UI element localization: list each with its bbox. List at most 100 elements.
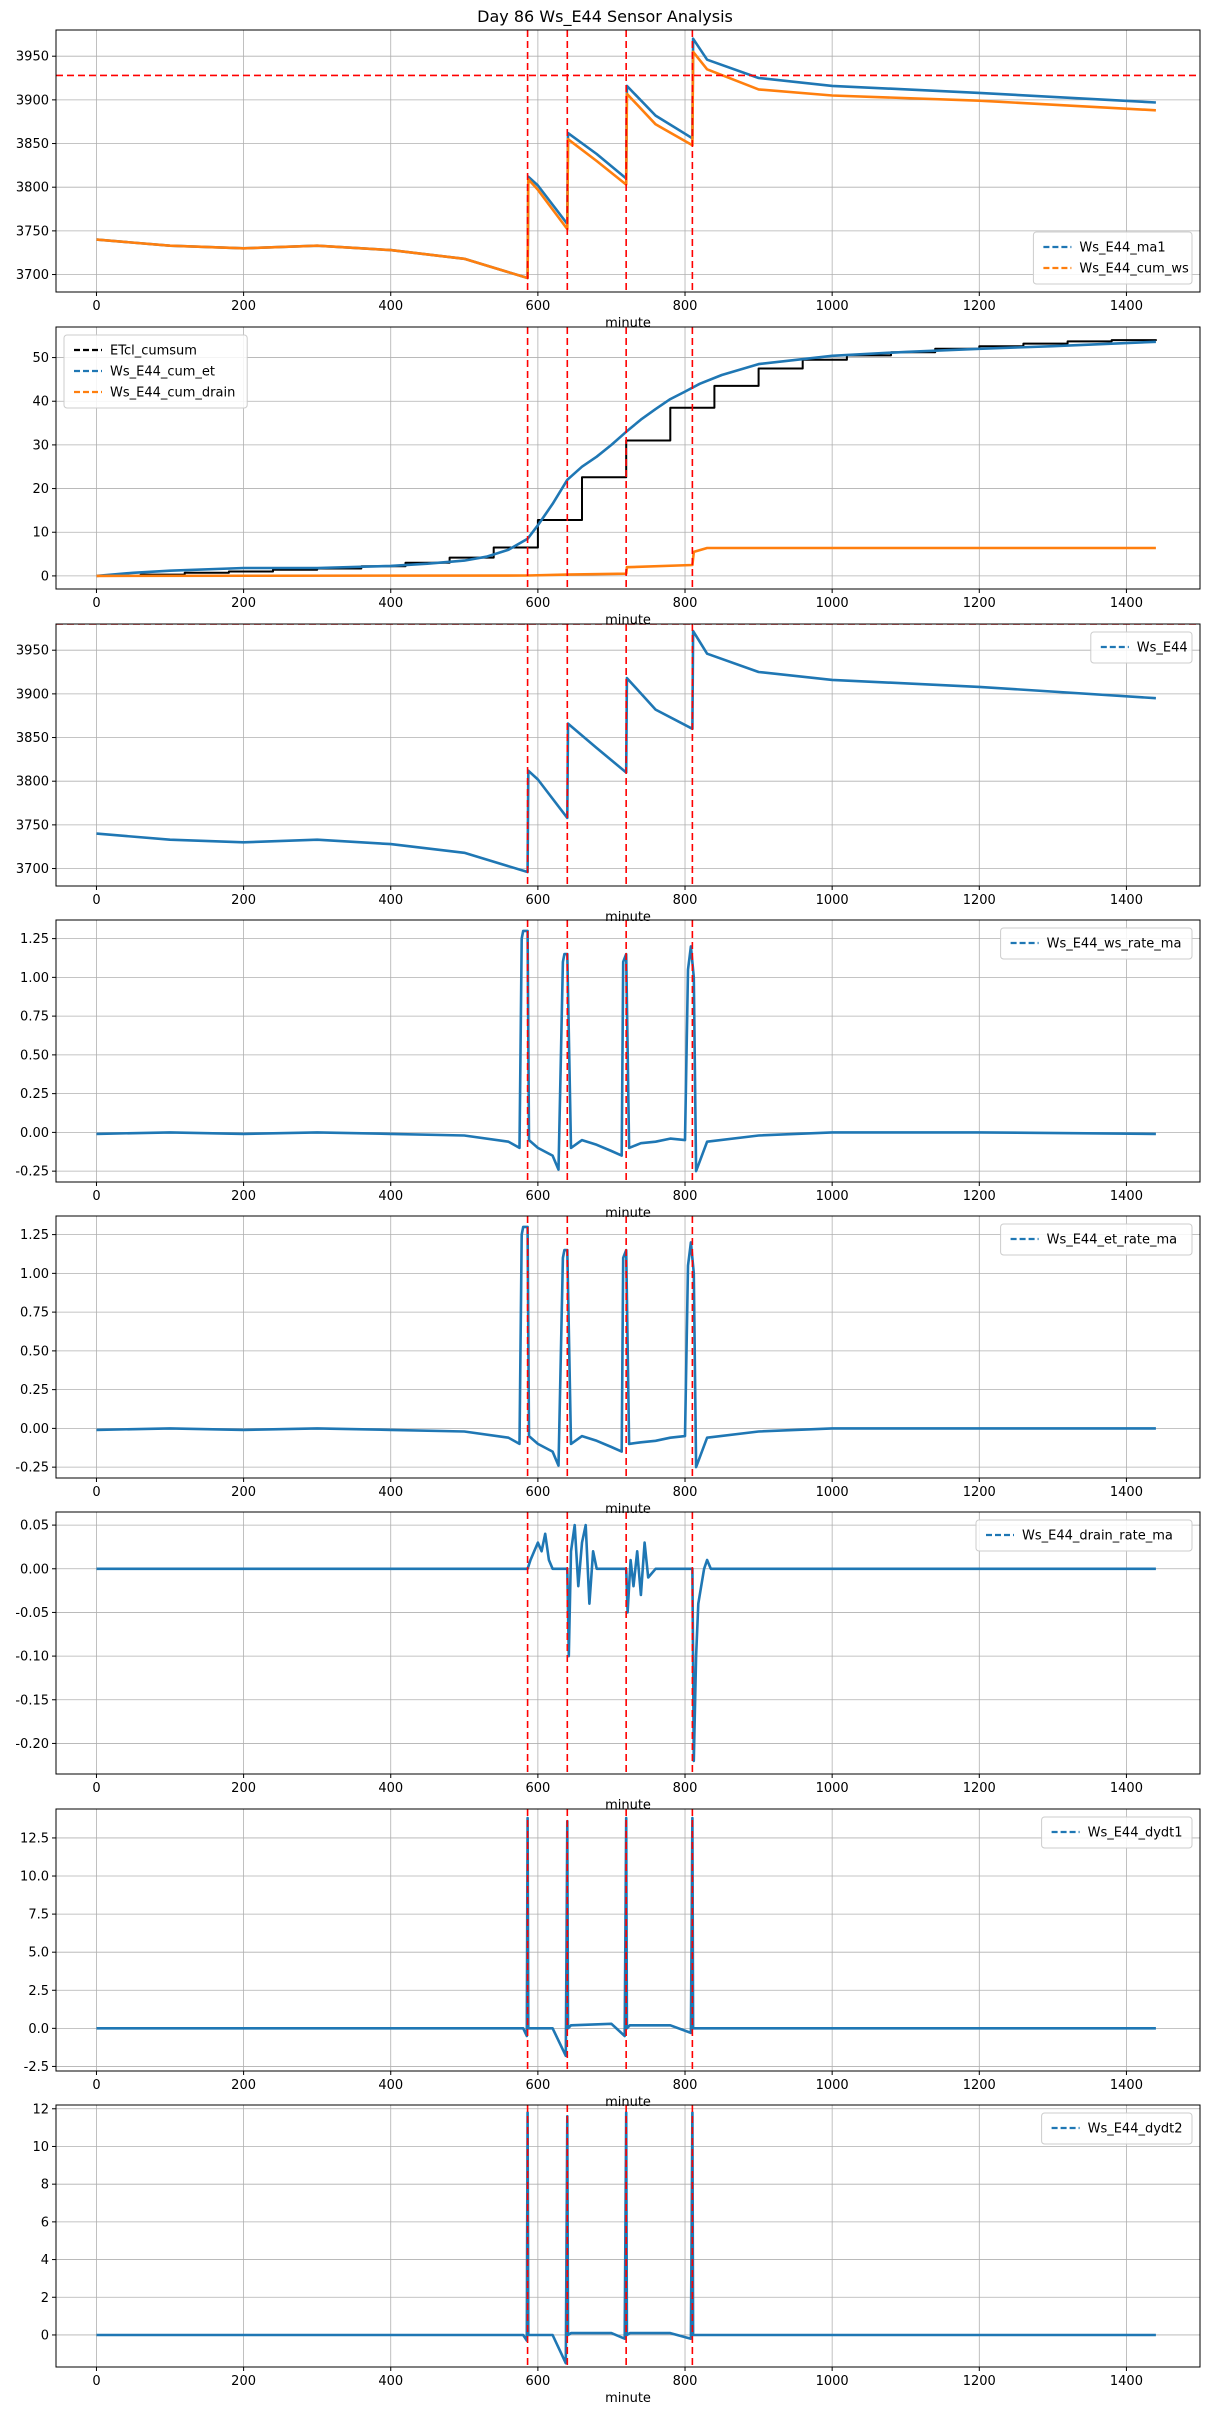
legend-box — [1041, 2112, 1193, 2145]
series-line-Ws_E44 — [96, 629, 1156, 874]
y-tick-label: 0.00 — [20, 1422, 49, 1437]
y-tick-label: 0.25 — [20, 1087, 49, 1102]
y-tick-label: 0.00 — [20, 1126, 49, 1141]
x-tick-label: 600 — [525, 596, 550, 611]
subplot-4: 0 200 400 600 800 1000 1200 1400 -0.25 0.00 0.25 0.… — [15, 919, 1201, 1221]
y-tick-label: 10 — [32, 526, 49, 541]
y-tick-label: 3850 — [16, 731, 49, 746]
x-tick-label: 200 — [231, 1485, 256, 1500]
x-tick-label: 1000 — [816, 1781, 849, 1796]
x-tick-label: 0 — [92, 1781, 100, 1796]
y-tick-label: 3700 — [16, 268, 49, 283]
x-tick-label: 600 — [525, 299, 550, 314]
axes-frame — [55, 1215, 1201, 1479]
y-tick-label: 0.75 — [20, 1306, 49, 1321]
y-tick-label: -0.05 — [15, 1606, 49, 1621]
plot-area — [96, 1216, 1156, 1478]
y-tick-label: 3950 — [16, 644, 49, 659]
series-line-Ws_E44_cum_drain — [96, 546, 1156, 578]
x-tick-label: 0 — [92, 299, 100, 314]
x-tick-label: 1000 — [816, 1485, 849, 1500]
series-line-Ws_E44_dydt2 — [96, 2111, 1156, 2365]
subplot-3: 0 200 400 600 800 1000 1200 1400 3700 3750 3800 385… — [16, 623, 1201, 925]
y-tick-label: 0.50 — [20, 1048, 49, 1063]
legend-entry: Ws_E44 — [1137, 641, 1188, 656]
x-tick-label: 400 — [378, 893, 403, 908]
y-tick-label: -0.10 — [15, 1650, 49, 1665]
legend-entry: Ws_E44_cum_et — [110, 365, 215, 380]
plot-area — [96, 1809, 1156, 2071]
y-tick-label: 3800 — [16, 181, 49, 196]
legend-entry: Ws_E44_ma1 — [1079, 241, 1165, 256]
y-tick-label: 50 — [32, 351, 49, 366]
y-tick-label: 20 — [32, 482, 49, 497]
legend: Ws_E44_ws_rate_ma — [1000, 927, 1193, 960]
x-tick-label: 400 — [378, 299, 403, 314]
y-tick-label: 10.0 — [20, 1870, 49, 1885]
plot-area — [96, 2105, 1156, 2367]
x-tick-label: 1000 — [816, 2078, 849, 2093]
x-tick-label: 200 — [231, 2374, 256, 2389]
y-tick-label: 3900 — [16, 687, 49, 702]
x-axis-label: minute — [605, 2391, 651, 2406]
legend-entry: Ws_E44_drain_rate_ma — [1022, 1529, 1173, 1544]
axes-frame — [55, 29, 1201, 293]
legend: Ws_E44_dydt2 — [1041, 2112, 1193, 2145]
x-tick-label: 400 — [378, 1781, 403, 1796]
legend-box — [1041, 1816, 1193, 1849]
x-tick-label: 0 — [92, 2374, 100, 2389]
legend-entry: Ws_E44_cum_drain — [110, 386, 235, 401]
x-tick-label: 800 — [673, 299, 698, 314]
legend-entry: Ws_E44_et_rate_ma — [1047, 1233, 1178, 1248]
x-tick-label: 800 — [673, 893, 698, 908]
x-tick-label: 400 — [378, 1485, 403, 1500]
y-tick-label: 0.25 — [20, 1383, 49, 1398]
x-tick-label: 1200 — [963, 596, 996, 611]
subplot-7: 0 200 400 600 800 1000 1200 1400 -2.5 0.0 2.5 5.0 7.… — [20, 1808, 1201, 2110]
legend-box — [975, 1519, 1193, 1552]
legend-entry: Ws_E44_dydt2 — [1088, 2122, 1183, 2137]
y-tick-label: 30 — [32, 438, 49, 453]
y-tick-label: 3700 — [16, 862, 49, 877]
y-tick-label: 1.25 — [20, 932, 49, 947]
x-tick-label: 200 — [231, 2078, 256, 2093]
y-tick-label: 1.00 — [20, 971, 49, 986]
x-tick-label: 1000 — [816, 1189, 849, 1204]
y-tick-label: 1.25 — [20, 1228, 49, 1243]
plot-area — [96, 327, 1157, 589]
x-tick-label: 1200 — [963, 1485, 996, 1500]
legend-entry: Ws_E44_cum_ws — [1079, 262, 1189, 277]
x-tick-label: 1400 — [1110, 2078, 1143, 2093]
legend: Ws_E44_dydt1 — [1041, 1816, 1193, 1849]
axes-frame — [55, 1511, 1201, 1775]
legend-entry: Ws_E44_dydt1 — [1088, 1826, 1183, 1841]
x-tick-label: 200 — [231, 299, 256, 314]
x-tick-label: 1000 — [816, 596, 849, 611]
x-tick-label: 0 — [92, 1189, 100, 1204]
x-tick-label: 800 — [673, 1781, 698, 1796]
legend: Ws_E44 — [1090, 631, 1193, 664]
x-tick-label: 800 — [673, 1189, 698, 1204]
x-tick-label: 1200 — [963, 1781, 996, 1796]
y-tick-label: 0.00 — [20, 1562, 49, 1577]
x-tick-label: 200 — [231, 596, 256, 611]
y-tick-label: 3800 — [16, 775, 49, 790]
legend-box — [1032, 231, 1193, 285]
legend: Ws_E44_drain_rate_ma — [975, 1519, 1193, 1552]
x-tick-label: 1000 — [816, 2374, 849, 2389]
x-tick-label: 200 — [231, 1189, 256, 1204]
subplot-1: 0 200 400 600 800 1000 1200 1400 3700 3750 3800 385… — [16, 29, 1201, 331]
figure-title: Day 86 Ws_E44 Sensor Analysis — [477, 7, 733, 27]
y-tick-label: 3850 — [16, 137, 49, 152]
y-tick-label: 3900 — [16, 93, 49, 108]
x-tick-label: 1400 — [1110, 596, 1143, 611]
y-tick-label: 6 — [41, 2215, 49, 2230]
legend-entry: ETcl_cumsum — [110, 344, 197, 359]
legend: Ws_E44_et_rate_ma — [1000, 1223, 1193, 1256]
y-tick-label: 1.00 — [20, 1267, 49, 1282]
x-tick-label: 800 — [673, 2374, 698, 2389]
x-tick-label: 1200 — [963, 2078, 996, 2093]
x-tick-label: 200 — [231, 1781, 256, 1796]
x-tick-label: 200 — [231, 893, 256, 908]
